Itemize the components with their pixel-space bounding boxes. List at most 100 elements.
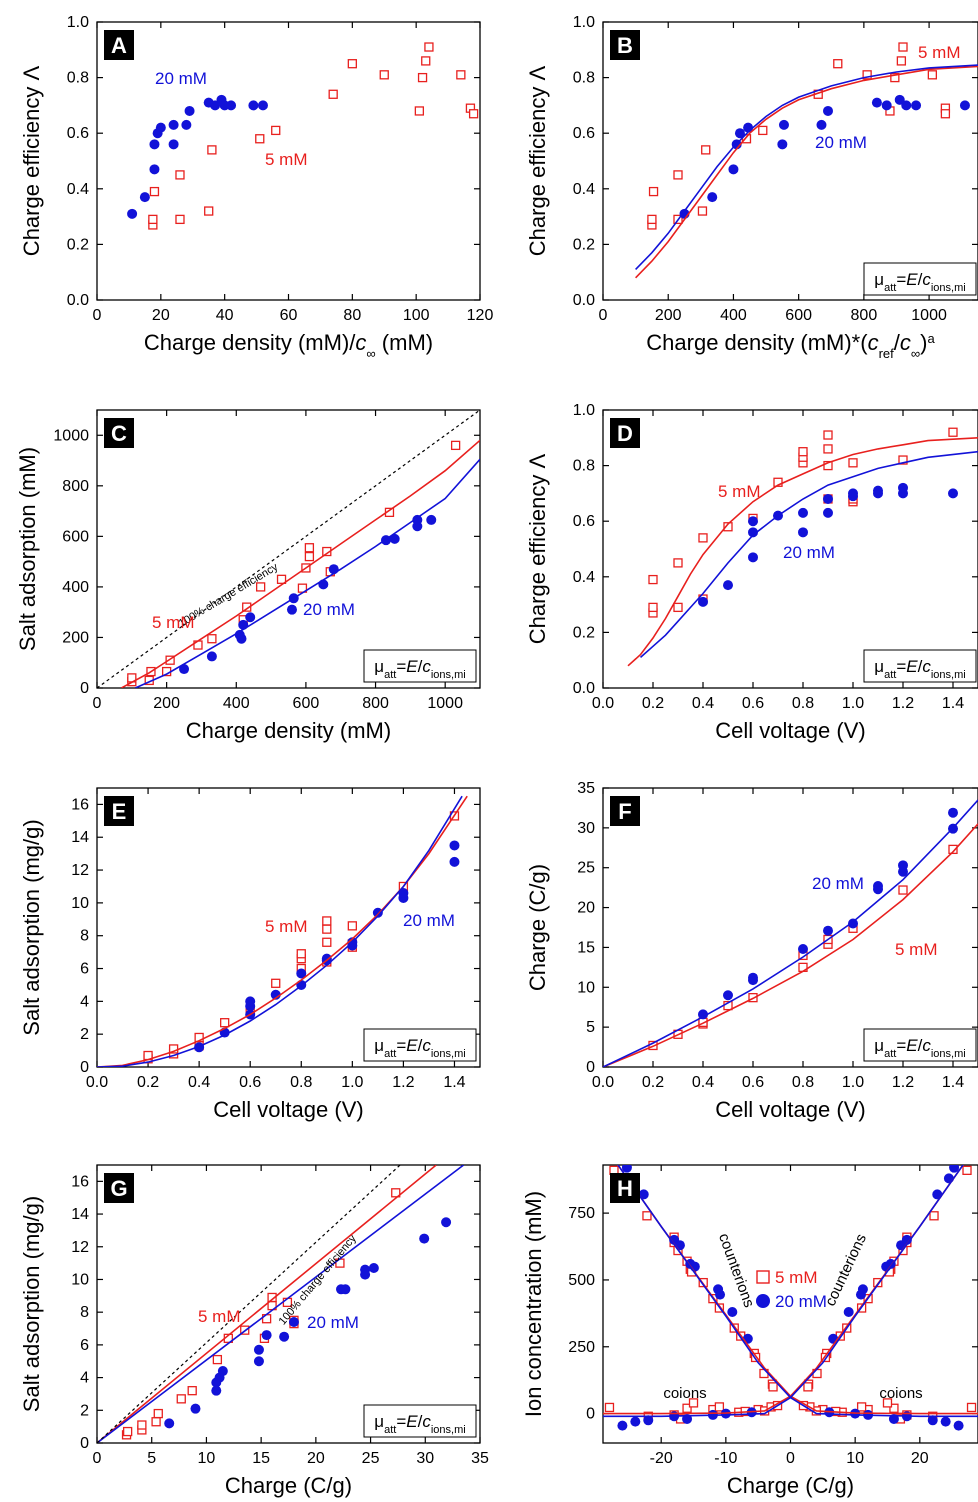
legend-marker-square xyxy=(756,1270,770,1284)
data-point-circle xyxy=(164,1418,175,1429)
data-point-circle xyxy=(777,139,788,150)
data-point-square xyxy=(768,1382,778,1392)
data-point-circle xyxy=(798,944,808,955)
data-point-square xyxy=(242,602,252,612)
data-point-square xyxy=(856,1402,867,1412)
y-tick-label: 0.4 xyxy=(67,181,89,198)
data-point-circle xyxy=(190,1403,201,1414)
data-point-square xyxy=(823,460,833,471)
annotation: 20 mM xyxy=(403,911,455,930)
reference-line xyxy=(97,410,480,688)
x-tick-label: 0 xyxy=(599,307,608,324)
y-tick-label: 0.6 xyxy=(573,125,595,142)
data-point-circle xyxy=(168,139,179,150)
data-point-square xyxy=(468,109,479,119)
y-tick-label: 250 xyxy=(568,1339,595,1356)
y-tick-label: 6 xyxy=(80,961,89,978)
data-point-circle xyxy=(778,119,789,130)
model-line xyxy=(97,1165,437,1443)
x-tick-label: 0.0 xyxy=(592,695,614,712)
data-point-square xyxy=(604,1402,615,1413)
mu-att-box xyxy=(363,649,477,683)
data-point-circle xyxy=(245,996,256,1007)
x-tick-label: 0.0 xyxy=(592,1074,614,1091)
data-point-circle xyxy=(253,1344,264,1355)
y-axis-label: Charge efficiency Λ xyxy=(19,66,44,257)
data-point-square xyxy=(673,558,683,568)
x-tick-label: 40 xyxy=(216,307,234,324)
x-tick-label: -20 xyxy=(650,1450,673,1467)
data-point-circle xyxy=(279,1331,290,1342)
data-point-circle xyxy=(149,139,160,150)
x-axis-label: Charge (C/g) xyxy=(727,1473,854,1498)
mu-att-label: μatt=E/cions,mi xyxy=(874,657,965,681)
x-tick-label: 80 xyxy=(343,307,361,324)
x-tick-label: 1.4 xyxy=(942,1074,964,1091)
data-point-circle xyxy=(901,100,912,111)
y-tick-label: 10 xyxy=(71,1271,89,1288)
x-tick-label: 0.6 xyxy=(742,1074,764,1091)
data-point-square xyxy=(882,1398,893,1408)
data-point-square xyxy=(176,1394,186,1404)
data-point-square xyxy=(688,1398,699,1408)
reference-line xyxy=(97,1165,401,1443)
y-tick-label: 0.0 xyxy=(573,680,595,697)
data-point-circle xyxy=(823,507,833,518)
y-tick-label: 400 xyxy=(62,579,89,596)
data-point-circle xyxy=(318,579,329,590)
x-tick-label: 20 xyxy=(307,1450,325,1467)
annotation: 20 mM xyxy=(812,874,864,893)
data-point-circle xyxy=(734,128,745,139)
y-tick-label: 8 xyxy=(80,1304,89,1321)
y-tick-label: 2 xyxy=(80,1402,89,1419)
panel-F: 0.0 0.2 0.4 0.6 0.8 1.0 1.2 1.4 0 5 10 15 20 25 30 35 Ce… xyxy=(525,780,978,1122)
data-point-square xyxy=(151,1417,161,1427)
y-tick-label: 0 xyxy=(80,1435,89,1452)
data-point-square xyxy=(212,1354,223,1365)
data-point-square xyxy=(417,72,428,83)
data-point-circle xyxy=(848,918,858,929)
svg-text:F: F xyxy=(618,799,631,824)
x-tick-label: 0.8 xyxy=(792,695,814,712)
annotation: 5 mM xyxy=(918,43,961,62)
data-point-circle xyxy=(245,612,256,623)
data-point-circle xyxy=(940,1416,951,1427)
data-point-square xyxy=(122,1426,133,1437)
plot-data xyxy=(603,799,978,1067)
data-point-circle xyxy=(253,1356,264,1367)
x-axis-label: Charge density (mM)/c∞ (mM) xyxy=(144,330,433,361)
data-point-circle xyxy=(707,192,718,203)
data-point-square xyxy=(642,1211,652,1221)
y-axis-label: Charge (C/g) xyxy=(525,864,550,991)
data-point-square xyxy=(347,59,357,69)
data-point-square xyxy=(833,59,843,69)
data-point-circle xyxy=(816,119,827,130)
panel-label: H xyxy=(610,1173,640,1203)
y-tick-label: 0.4 xyxy=(573,569,595,586)
data-point-square xyxy=(648,186,659,197)
mu-att-label: μatt=E/cions,mi xyxy=(874,1036,965,1060)
data-point-circle xyxy=(184,105,195,116)
panel-C: 0 200 400 600 800 1000 0 200 400 600 800 1000 Charge… xyxy=(15,409,481,743)
x-tick-label: 0 xyxy=(786,1450,795,1467)
y-tick-label: 0.2 xyxy=(67,236,89,253)
y-tick-label: 5 xyxy=(586,1019,595,1036)
x-axis-label: Charge density (mM)*(cref/c∞)a xyxy=(646,330,935,361)
data-point-square xyxy=(673,602,683,613)
annotation: 20 mM xyxy=(307,1313,359,1332)
x-tick-label: 0 xyxy=(93,695,102,712)
x-tick-label: 0.6 xyxy=(742,695,764,712)
data-point-circle xyxy=(898,860,908,871)
data-point-circle xyxy=(698,1009,708,1020)
y-tick-label: 4 xyxy=(80,993,89,1010)
y-tick-label: 0.0 xyxy=(573,292,595,309)
data-point-square xyxy=(322,937,332,947)
data-point-square xyxy=(424,42,434,52)
data-point-square xyxy=(823,444,833,454)
x-axis-label: Charge density (mM) xyxy=(186,718,391,743)
y-tick-label: 25 xyxy=(577,860,595,877)
y-tick-label: 14 xyxy=(71,829,89,846)
data-point-circle xyxy=(368,1263,379,1274)
data-point-square xyxy=(276,574,287,584)
data-point-square xyxy=(271,978,281,988)
